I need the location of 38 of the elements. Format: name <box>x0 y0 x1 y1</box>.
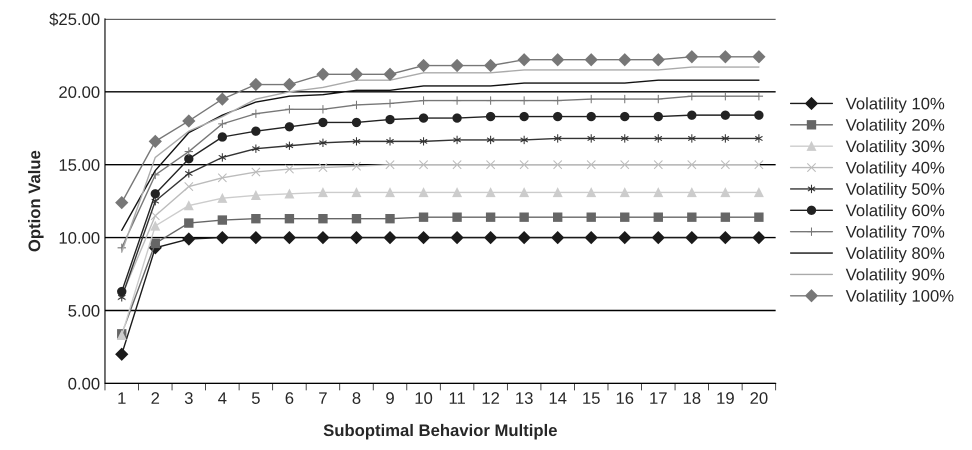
x-tick-label: 10 <box>416 392 432 404</box>
x-tick-label: 19 <box>717 392 734 404</box>
y-tick-label: 10.00 <box>60 232 100 244</box>
x-tick-label: 8 <box>352 392 360 404</box>
x-axis-title: Suboptimal Behavior Multiple <box>324 424 557 440</box>
x-tick-label: 2 <box>151 392 160 404</box>
x-tick-label: 18 <box>684 392 700 404</box>
y-tick-label: 15.00 <box>60 159 100 171</box>
y-tick-label: 5.00 <box>68 304 100 317</box>
x-tick-label: 6 <box>286 392 294 404</box>
y-tick-label: 20.00 <box>59 86 100 98</box>
legend-label: Volatility 20% <box>846 118 944 134</box>
legend-label: Volatility 30% <box>846 140 944 156</box>
x-tick-label: 17 <box>650 392 667 404</box>
legend-label: Volatility 80% <box>846 246 944 262</box>
y-tick-label: 0.00 <box>68 378 100 390</box>
x-tick-label: 4 <box>218 392 226 404</box>
x-tick-label: 7 <box>319 392 327 404</box>
x-tick-label: 1 <box>118 392 126 404</box>
x-tick-label: 9 <box>386 392 394 404</box>
legend-label: Volatility 40% <box>846 161 944 177</box>
x-tick-label: 3 <box>184 392 193 404</box>
legend-label: Volatility 100% <box>846 290 954 306</box>
legend-label: Volatility 10% <box>846 97 944 113</box>
x-tick-label: 16 <box>616 392 634 404</box>
legend-label: Volatility 50% <box>846 182 944 198</box>
x-tick-label: 11 <box>450 392 465 404</box>
x-tick-label: 14 <box>550 392 566 404</box>
y-tick-label: $25.00 <box>49 12 100 26</box>
x-tick-label: 5 <box>252 392 260 404</box>
y-axis-title: Option Value <box>28 150 44 252</box>
x-tick-label: 12 <box>482 392 500 404</box>
legend-label: Volatility 70% <box>846 225 944 241</box>
legend-label: Volatility 90% <box>846 268 944 284</box>
x-tick-label: 15 <box>583 392 600 404</box>
legend-label: Volatility 60% <box>846 204 944 220</box>
x-tick-label: 20 <box>750 392 768 404</box>
x-tick-label: 13 <box>516 392 533 404</box>
